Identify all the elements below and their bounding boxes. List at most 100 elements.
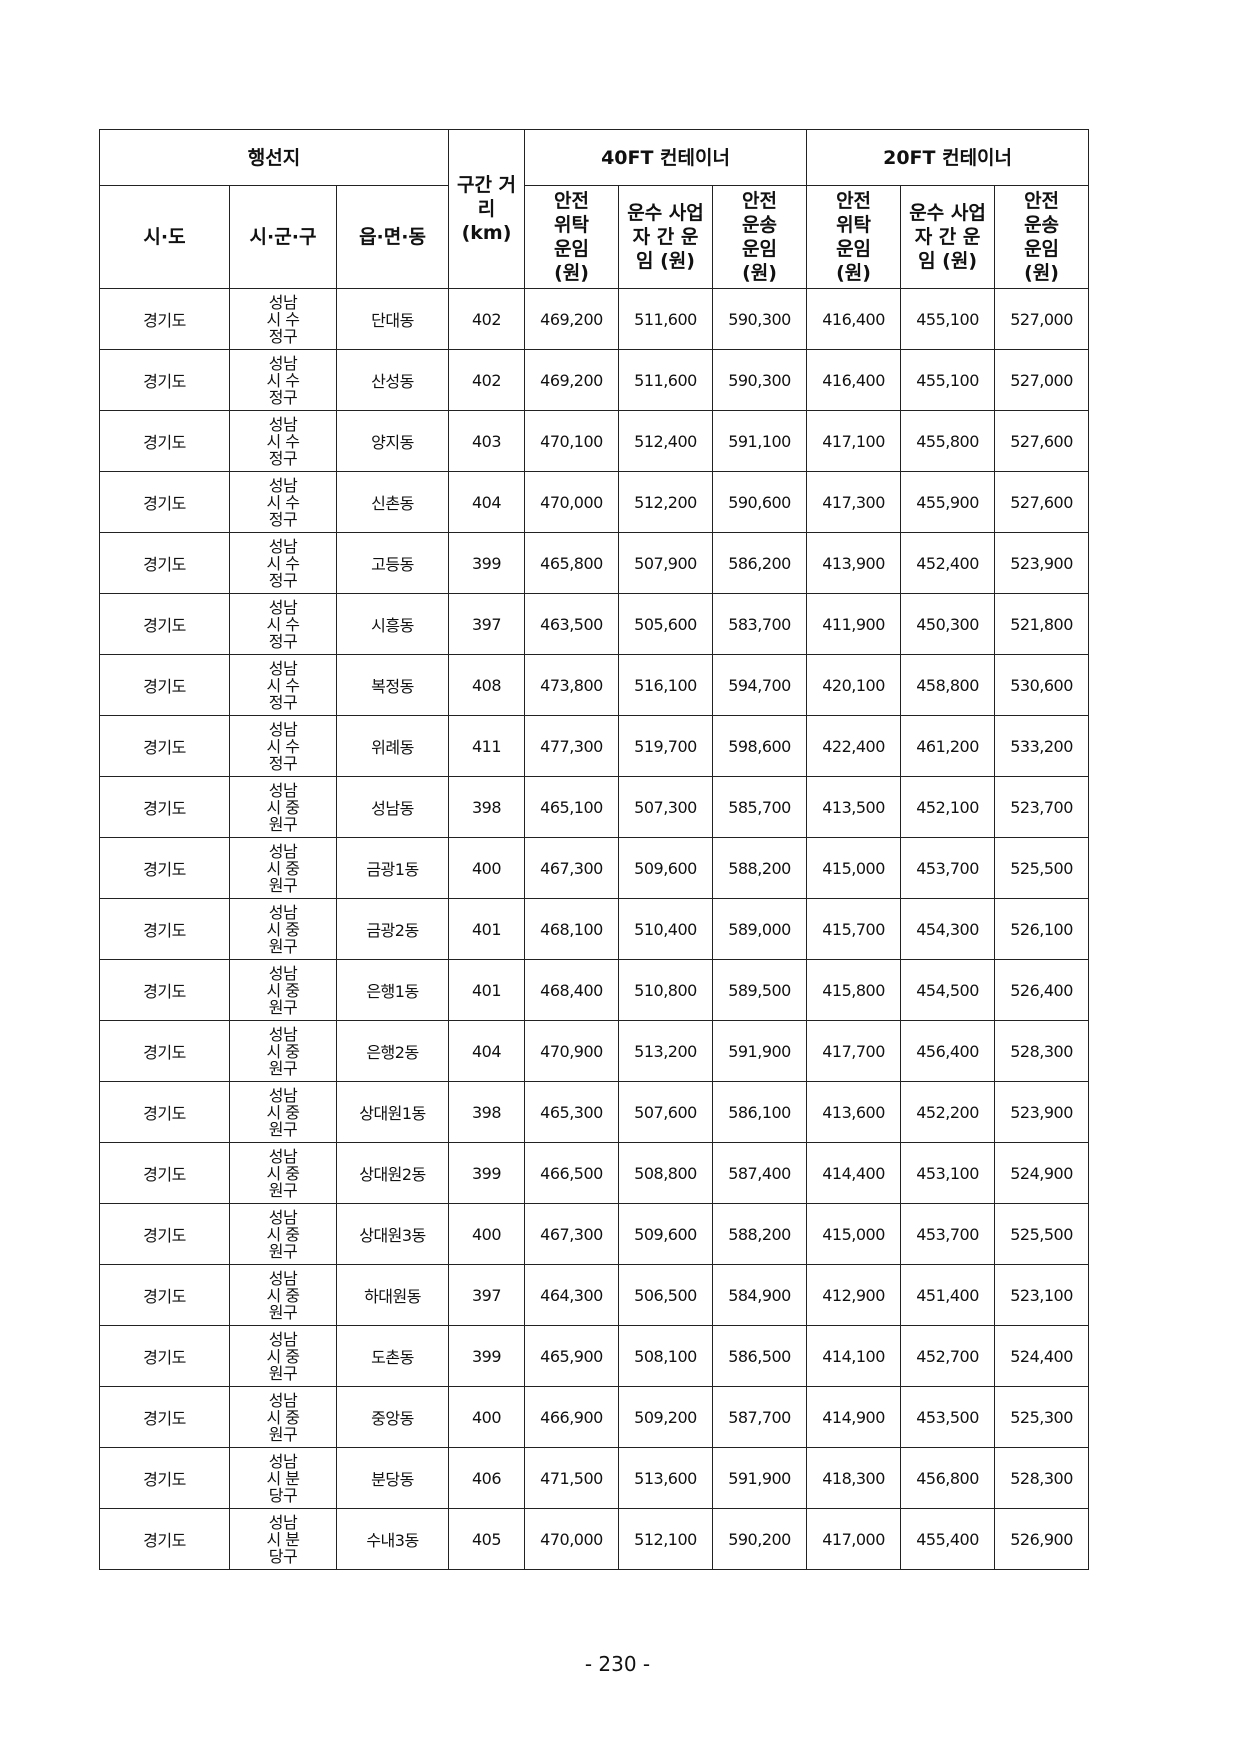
cell-distance: 397 — [448, 593, 526, 655]
cell-20ft-safe-consign: 417,300 — [806, 471, 902, 533]
cell-distance: 399 — [448, 1325, 526, 1387]
cell-20ft-safe-consign: 413,600 — [806, 1081, 902, 1143]
header-destination: 행선지 — [98, 129, 450, 186]
cell-sigungu: 성남시 수정구 — [229, 532, 337, 594]
cell-20ft-safe-consign: 417,100 — [806, 410, 902, 472]
cell-40ft-carrier: 511,600 — [618, 288, 714, 350]
cell-sido: 경기도 — [99, 898, 230, 960]
cell-40ft-carrier: 510,400 — [618, 898, 714, 960]
cell-40ft-safe-consign: 465,100 — [524, 776, 620, 838]
cell-distance: 404 — [448, 471, 526, 533]
cell-20ft-safe-transport: 528,300 — [994, 1020, 1090, 1082]
cell-sido: 경기도 — [99, 1203, 230, 1265]
cell-sido: 경기도 — [99, 1142, 230, 1204]
header-20ft-safe-transport: 안전 운송 운임 (원) — [994, 185, 1090, 289]
cell-20ft-carrier: 452,100 — [900, 776, 996, 838]
header-sigungu: 시·군·구 — [229, 185, 337, 289]
cell-20ft-safe-transport: 533,200 — [994, 715, 1090, 777]
cell-eupmyeondong: 복정동 — [335, 654, 450, 716]
freight-rate-table: 행선지 구간 거리 (km) 40FT 컨테이너 20FT 컨테이너 시·도 시… — [98, 129, 1090, 1570]
cell-40ft-carrier: 506,500 — [618, 1264, 714, 1326]
cell-20ft-carrier: 453,700 — [900, 837, 996, 899]
cell-40ft-safe-consign: 465,900 — [524, 1325, 620, 1387]
cell-sido: 경기도 — [99, 349, 230, 411]
cell-20ft-carrier: 453,500 — [900, 1386, 996, 1448]
cell-20ft-safe-transport: 527,000 — [994, 349, 1090, 411]
cell-distance: 400 — [448, 1203, 526, 1265]
table-row: 경기도 성남시 수정구 산성동 402 469,200 511,600 590,300 416… — [99, 349, 1090, 411]
cell-40ft-safe-consign: 466,500 — [524, 1142, 620, 1204]
cell-40ft-safe-transport: 589,000 — [712, 898, 808, 960]
cell-20ft-carrier: 450,300 — [900, 593, 996, 655]
cell-20ft-safe-transport: 521,800 — [994, 593, 1090, 655]
cell-sido: 경기도 — [99, 1020, 230, 1082]
cell-40ft-safe-consign: 477,300 — [524, 715, 620, 777]
cell-20ft-safe-transport: 523,700 — [994, 776, 1090, 838]
cell-20ft-safe-consign: 413,900 — [806, 532, 902, 594]
table-row: 경기도 성남시 중원구 은행1동 401 468,400 510,800 589,500 41… — [99, 959, 1090, 1021]
cell-sido: 경기도 — [99, 410, 230, 472]
cell-40ft-carrier: 509,600 — [618, 1203, 714, 1265]
cell-40ft-carrier: 513,600 — [618, 1447, 714, 1509]
cell-eupmyeondong: 분당동 — [335, 1447, 450, 1509]
cell-40ft-safe-transport: 594,700 — [712, 654, 808, 716]
cell-sido: 경기도 — [99, 837, 230, 899]
cell-20ft-carrier: 452,700 — [900, 1325, 996, 1387]
page-number: - 230 - — [584, 1652, 651, 1676]
table-row: 경기도 성남시 중원구 하대원동 397 464,300 506,500 584,900 41… — [99, 1264, 1090, 1326]
cell-eupmyeondong: 고등동 — [335, 532, 450, 594]
cell-20ft-carrier: 455,100 — [900, 349, 996, 411]
cell-20ft-safe-consign: 420,100 — [806, 654, 902, 716]
cell-sido: 경기도 — [99, 1386, 230, 1448]
cell-distance: 398 — [448, 776, 526, 838]
cell-sido: 경기도 — [99, 959, 230, 1021]
cell-40ft-carrier: 510,800 — [618, 959, 714, 1021]
cell-40ft-safe-consign: 470,000 — [524, 471, 620, 533]
header-sido: 시·도 — [99, 185, 230, 289]
cell-20ft-safe-transport: 526,100 — [994, 898, 1090, 960]
cell-40ft-safe-consign: 465,300 — [524, 1081, 620, 1143]
table-row: 경기도 성남시 분당구 수내3동 405 470,000 512,100 590,200 41… — [99, 1508, 1090, 1570]
header-40ft-carrier: 운수 사업자 간 운임 (원) — [618, 185, 714, 289]
cell-20ft-carrier: 454,500 — [900, 959, 996, 1021]
cell-20ft-safe-transport: 523,100 — [994, 1264, 1090, 1326]
header-20ft-carrier: 운수 사업자 간 운임 (원) — [900, 185, 996, 289]
cell-40ft-carrier: 507,300 — [618, 776, 714, 838]
cell-20ft-safe-transport: 526,400 — [994, 959, 1090, 1021]
cell-40ft-safe-consign: 470,000 — [524, 1508, 620, 1570]
cell-20ft-safe-consign: 417,700 — [806, 1020, 902, 1082]
cell-20ft-safe-consign: 418,300 — [806, 1447, 902, 1509]
cell-distance: 400 — [448, 1386, 526, 1448]
cell-40ft-carrier: 509,200 — [618, 1386, 714, 1448]
header-20ft-safe-consign: 안전 위탁 운임 (원) — [806, 185, 902, 289]
cell-sigungu: 성남시 중원구 — [229, 1203, 337, 1265]
cell-distance: 404 — [448, 1020, 526, 1082]
cell-sigungu: 성남시 수정구 — [229, 715, 337, 777]
cell-20ft-safe-transport: 525,300 — [994, 1386, 1090, 1448]
cell-sigungu: 성남시 수정구 — [229, 349, 337, 411]
cell-20ft-safe-consign: 415,800 — [806, 959, 902, 1021]
cell-20ft-safe-transport: 528,300 — [994, 1447, 1090, 1509]
cell-40ft-safe-transport: 586,200 — [712, 532, 808, 594]
cell-40ft-carrier: 508,800 — [618, 1142, 714, 1204]
cell-distance: 398 — [448, 1081, 526, 1143]
table-row: 경기도 성남시 중원구 상대원1동 398 465,300 507,600 586,100 4… — [99, 1081, 1090, 1143]
table-row: 경기도 성남시 수정구 위례동 411 477,300 519,700 598,600 422… — [99, 715, 1090, 777]
cell-20ft-carrier: 456,800 — [900, 1447, 996, 1509]
table-row: 경기도 성남시 수정구 양지동 403 470,100 512,400 591,100 417… — [99, 410, 1090, 472]
cell-40ft-safe-transport: 586,500 — [712, 1325, 808, 1387]
cell-40ft-safe-transport: 587,700 — [712, 1386, 808, 1448]
cell-20ft-safe-consign: 415,000 — [806, 1203, 902, 1265]
cell-distance: 408 — [448, 654, 526, 716]
cell-sigungu: 성남시 분당구 — [229, 1508, 337, 1570]
cell-sido: 경기도 — [99, 1081, 230, 1143]
cell-eupmyeondong: 시흥동 — [335, 593, 450, 655]
cell-20ft-safe-consign: 415,700 — [806, 898, 902, 960]
cell-40ft-safe-transport: 583,700 — [712, 593, 808, 655]
cell-eupmyeondong: 양지동 — [335, 410, 450, 472]
cell-20ft-carrier: 458,800 — [900, 654, 996, 716]
table-row: 경기도 성남시 수정구 신촌동 404 470,000 512,200 590,600 417… — [99, 471, 1090, 533]
cell-sigungu: 성남시 중원구 — [229, 959, 337, 1021]
cell-eupmyeondong: 수내3동 — [335, 1508, 450, 1570]
table-row: 경기도 성남시 중원구 금광2동 401 468,100 510,400 589,000 41… — [99, 898, 1090, 960]
